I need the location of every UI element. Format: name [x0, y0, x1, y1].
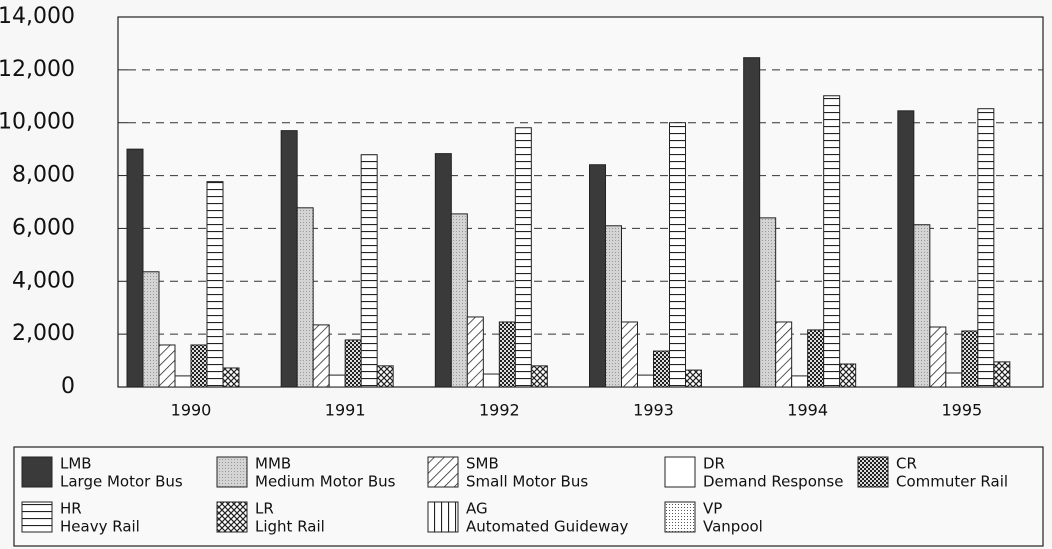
bar [897, 110, 915, 388]
x-tick-label: 1995 [941, 401, 982, 420]
bar [653, 350, 670, 388]
bar [376, 365, 394, 388]
bar [296, 207, 314, 388]
legend-swatch [21, 456, 53, 488]
x-tick-label: 1992 [479, 401, 520, 420]
bar [450, 213, 468, 388]
x-tick-label: 1993 [633, 401, 674, 420]
legend-swatch [664, 501, 696, 533]
bar [605, 225, 622, 388]
legend-swatch [857, 456, 889, 488]
bar [142, 271, 160, 388]
bar [977, 108, 995, 388]
x-tick-label: 1990 [171, 401, 212, 420]
legend-label: Automated Guideway [466, 518, 629, 536]
bar [158, 344, 176, 388]
y-tick-label: 14,000 [0, 4, 75, 29]
legend-code: LR [255, 500, 274, 518]
bar [466, 316, 484, 388]
bar [482, 373, 500, 388]
legend-label: Vanpool [703, 518, 763, 536]
legend-code: VP [703, 500, 722, 518]
y-tick-label: 8,000 [12, 163, 75, 188]
legend-label: Small Motor Bus [466, 473, 588, 491]
plot-frame [117, 16, 1044, 388]
legend-label: Commuter Rail [896, 473, 1008, 491]
bar [807, 329, 825, 388]
legend-label: Medium Motor Bus [255, 473, 396, 491]
bar [669, 122, 686, 388]
legend-swatch [216, 501, 248, 533]
bar [328, 374, 346, 388]
bar [174, 375, 192, 388]
bar [589, 164, 606, 388]
bar [514, 127, 532, 388]
legend-code: MMB [255, 455, 291, 473]
bar [344, 339, 362, 388]
legend-swatch [21, 501, 53, 533]
bar [913, 224, 931, 388]
legend-code: CR [896, 455, 917, 473]
legend-label: Light Rail [255, 518, 325, 536]
bar [312, 324, 330, 388]
legend-swatch [664, 456, 696, 488]
bar [360, 154, 378, 388]
bar [126, 148, 144, 388]
legend-label: Heavy Rail [60, 518, 140, 536]
legend-code: HR [60, 500, 82, 518]
bar [993, 361, 1011, 388]
y-tick-label: 12,000 [0, 57, 75, 82]
bar [498, 321, 516, 388]
bar [791, 375, 809, 388]
bar [945, 372, 963, 388]
bar [637, 374, 654, 388]
y-tick-label: 2,000 [12, 321, 75, 346]
y-tick-label: 10,000 [0, 110, 75, 135]
bar [621, 321, 638, 388]
bar [775, 321, 793, 388]
bar [929, 326, 947, 388]
legend-code: SMB [466, 455, 499, 473]
y-tick-label: 4,000 [12, 268, 75, 293]
bar [839, 363, 857, 388]
legend-swatch [427, 501, 459, 533]
bar [743, 57, 761, 388]
bar [961, 330, 979, 388]
bar [222, 367, 240, 388]
bar [280, 130, 298, 388]
legend-swatch [216, 456, 248, 488]
bar [759, 217, 777, 388]
bar [206, 181, 224, 388]
legend-label: Large Motor Bus [60, 473, 183, 491]
bar [530, 365, 548, 388]
bar [823, 95, 841, 388]
x-tick-label: 1991 [325, 401, 366, 420]
bar [190, 344, 208, 388]
y-tick-label: 0 [61, 374, 75, 399]
x-tick-label: 1994 [787, 401, 828, 420]
bar [685, 369, 702, 388]
legend-label: Demand Response [703, 473, 843, 491]
y-tick-label: 6,000 [12, 215, 75, 240]
legend-code: AG [466, 500, 488, 518]
legend-code: LMB [60, 455, 92, 473]
bar [434, 153, 452, 388]
legend-swatch [427, 456, 459, 488]
legend-code: DR [703, 455, 725, 473]
